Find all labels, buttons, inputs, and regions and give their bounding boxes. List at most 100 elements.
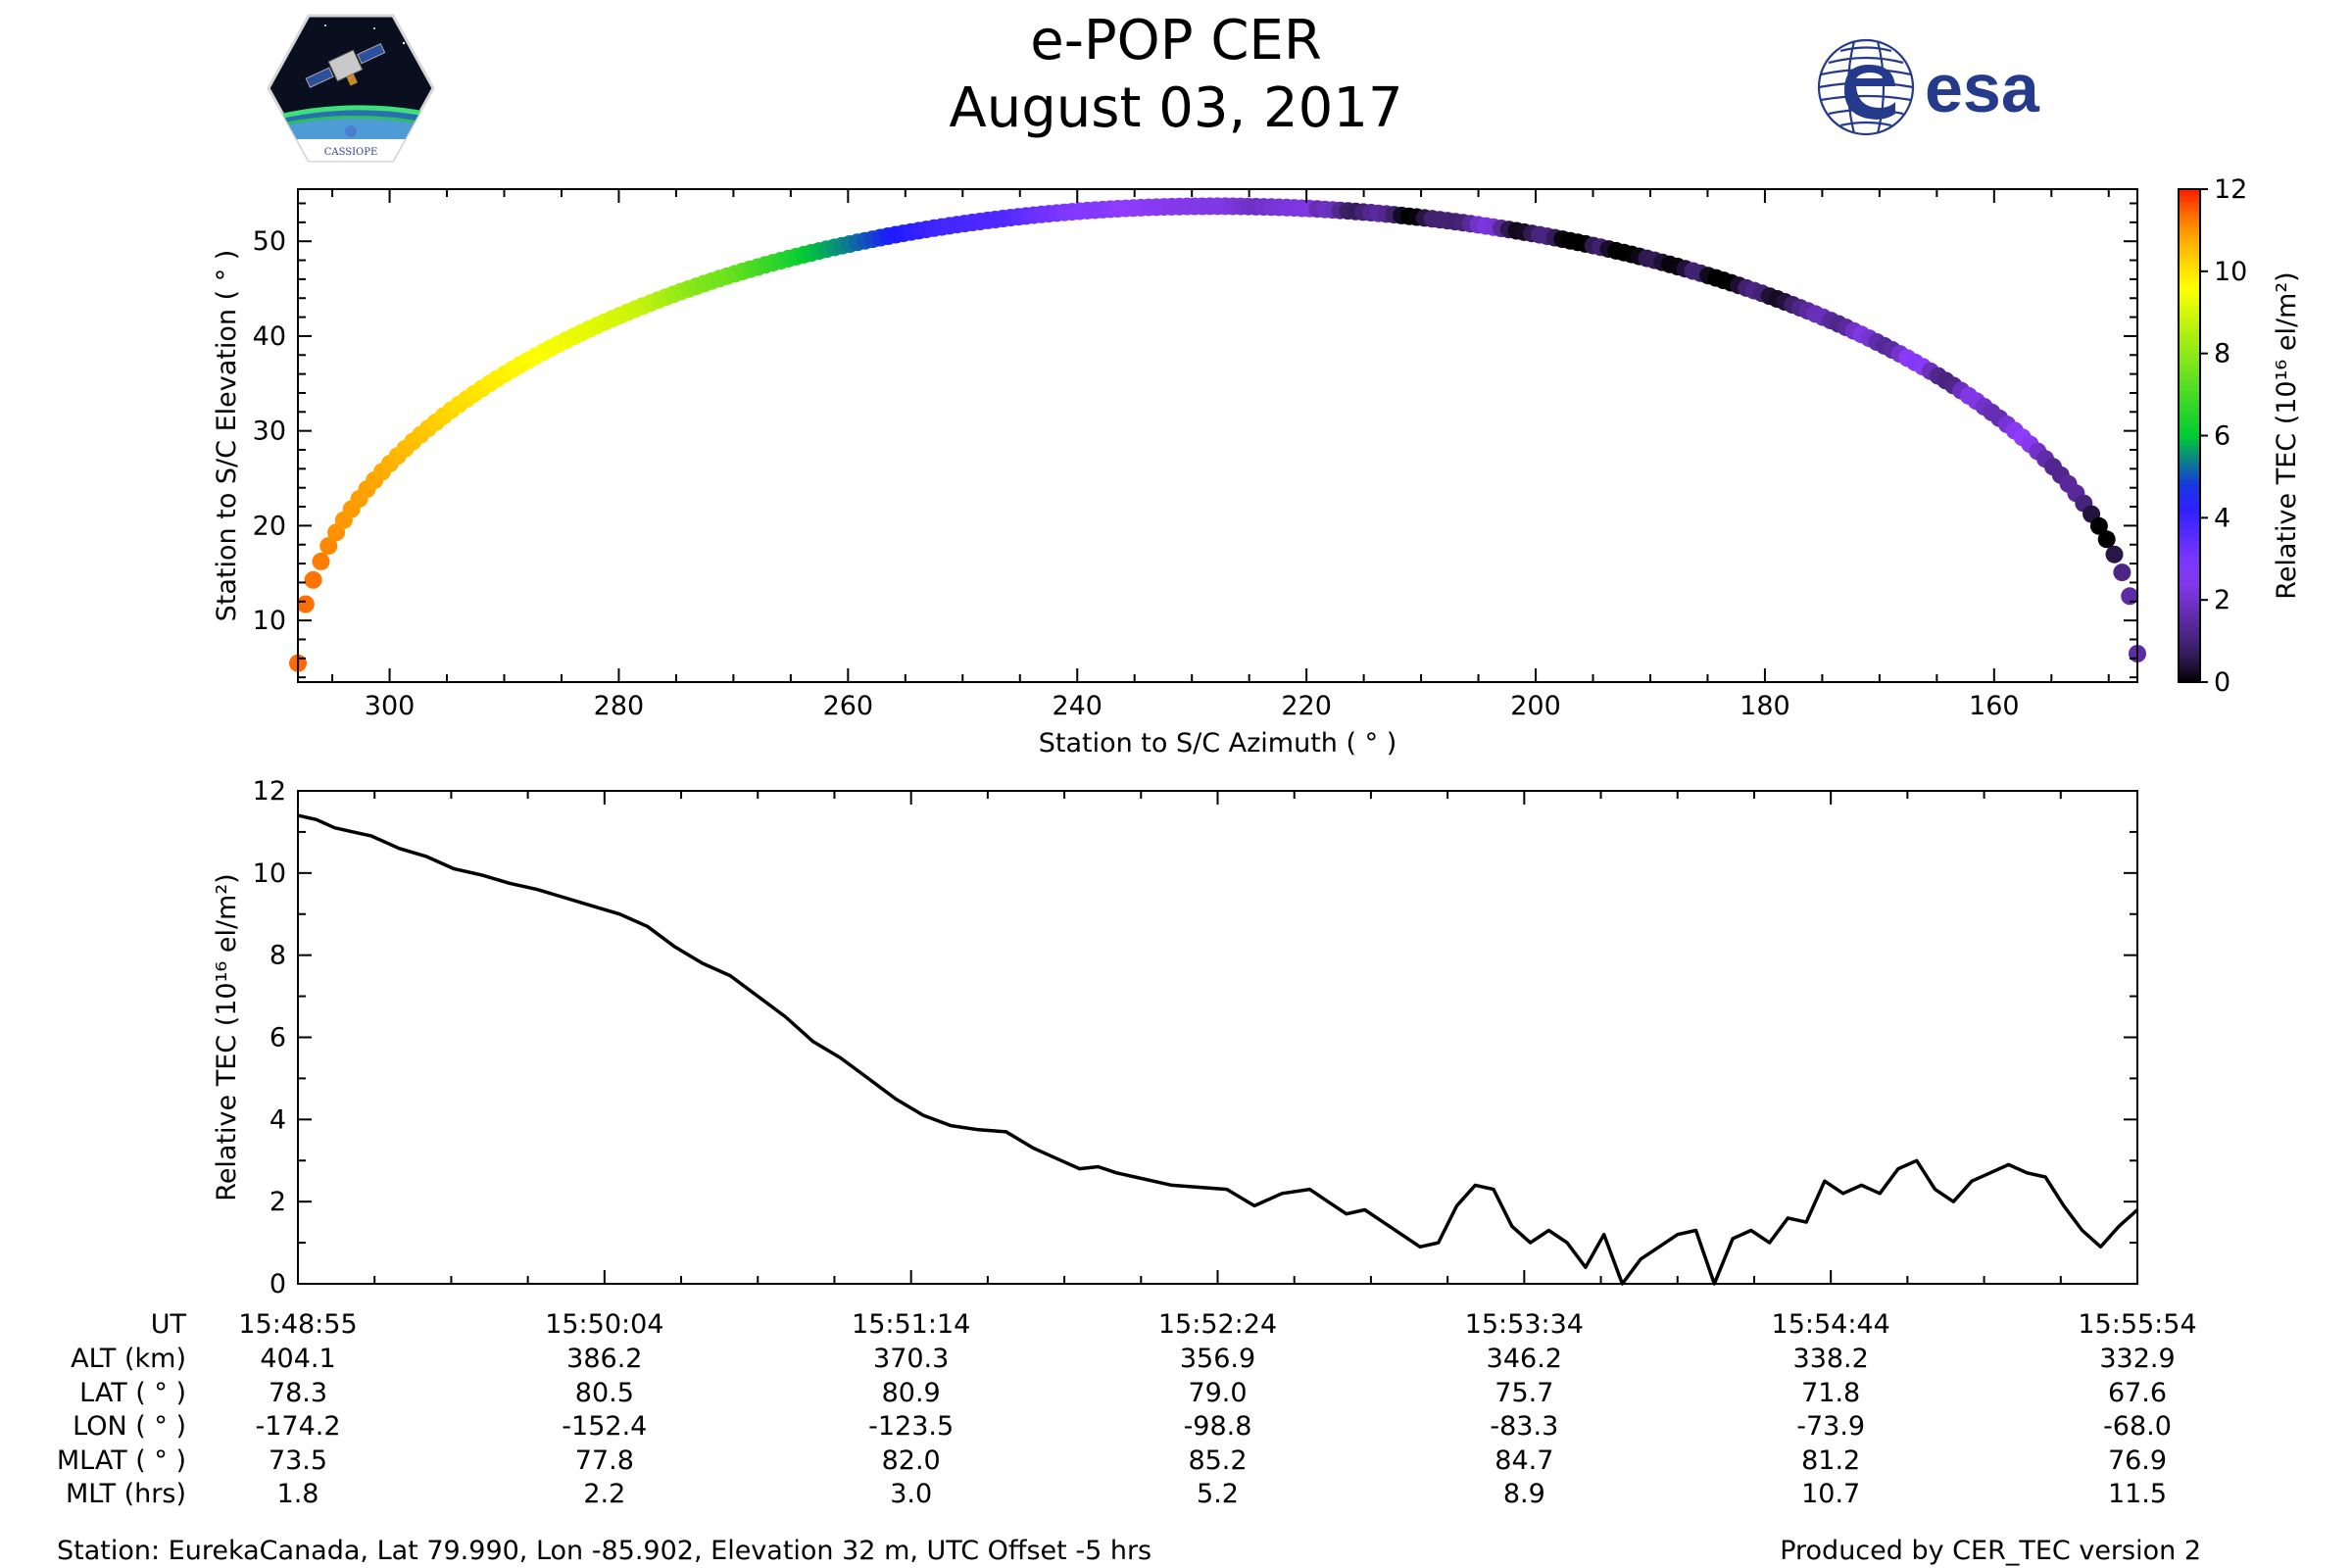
esa-globe-icon [1817,38,1915,136]
x-tick-label: 220 [1281,691,1332,721]
colorbar-tick-label: 0 [2214,667,2230,698]
y-tick-label: 6 [270,1023,286,1054]
ut-time-label: 15:53:34 [1465,1309,1584,1340]
ephemeris-value: 346.2 [1487,1344,1562,1374]
track-point [2097,530,2116,549]
ephemeris-value: 80.9 [882,1378,941,1408]
ut-time-label: 15:52:24 [1158,1309,1277,1340]
colorbar-tick-label: 10 [2214,257,2247,287]
y-tick-label: 50 [253,226,286,257]
station-info: Station: EurekaCanada, Lat 79.990, Lon -… [57,1536,1152,1566]
cassiope-logo: CASSIOPE [267,14,435,163]
ephemeris-row-label: UT [151,1309,187,1340]
colorbar-tick-label: 4 [2214,503,2230,533]
colorbar [2178,188,2201,683]
y-tick-label: 40 [253,321,286,352]
esa-logo-text: esa [1925,50,2040,126]
ephemeris-value: -73.9 [1796,1411,1865,1442]
ut-time-label: 15:50:04 [545,1309,663,1340]
x-tick-label: 280 [594,691,645,721]
ephemeris-value: 84.7 [1494,1446,1553,1476]
x-axis-label: Station to S/C Azimuth ( ° ) [1039,728,1397,759]
ut-time-label: 15:55:54 [2078,1309,2196,1340]
ephemeris-value: 80.5 [575,1378,634,1408]
ephemeris-value: -152.4 [562,1411,647,1442]
y-tick-label: 2 [270,1187,286,1217]
ephemeris-row-label: MLAT ( ° ) [57,1446,186,1476]
y-tick-label: 0 [270,1269,286,1299]
ephemeris-value: 356.9 [1180,1344,1255,1374]
colorbar-tick-label: 2 [2214,585,2230,615]
ephemeris-row-label: ALT (km) [71,1344,186,1374]
x-tick-label: 180 [1740,691,1790,721]
scatter-plot-frame [297,188,2138,683]
y-tick-label: 4 [270,1104,286,1135]
ephemeris-value: 5.2 [1197,1479,1239,1509]
track-point [2089,516,2108,535]
x-tick-label: 260 [823,691,874,721]
ut-time-label: 15:54:44 [1772,1309,1890,1340]
ephemeris-value: 85.2 [1188,1446,1247,1476]
ephemeris-value: -68.0 [2103,1411,2172,1442]
x-tick-label: 200 [1510,691,1561,721]
ephemeris-row-label: MLT (hrs) [66,1479,186,1509]
track-point [2105,545,2124,564]
track-point [312,552,330,570]
ephemeris-row-label: LON ( ° ) [73,1411,186,1442]
chart-date: August 03, 2017 [949,76,1403,140]
ephemeris-value: 1.8 [277,1479,319,1509]
ephemeris-row-label: LAT ( ° ) [79,1378,186,1408]
line-plot-frame [297,790,2138,1285]
ephemeris-value: 77.8 [575,1446,634,1476]
ephemeris-value: 82.0 [882,1446,941,1476]
colorbar-label: Relative TEC (10¹⁶ el/m²) [2272,271,2302,599]
ephemeris-value: 73.5 [269,1446,327,1476]
ephemeris-value: -123.5 [868,1411,954,1442]
ephemeris-value: -174.2 [255,1411,340,1442]
y-tick-label: 30 [253,416,286,447]
ephemeris-value: 386.2 [566,1344,642,1374]
cassiope-logo-text: CASSIOPE [324,147,378,158]
ephemeris-value: 76.9 [2108,1446,2167,1476]
y-tick-label: 10 [253,858,286,889]
y-tick-label: 12 [253,776,286,807]
ephemeris-value: 78.3 [269,1378,327,1408]
x-tick-label: 240 [1052,691,1102,721]
ut-time-label: 15:48:55 [238,1309,357,1340]
y-axis-label: Relative TEC (10¹⁶ el/m²) [212,873,242,1200]
x-tick-label: 300 [365,691,416,721]
ephemeris-value: 332.9 [2099,1344,2175,1374]
track-point [2113,564,2132,582]
ephemeris-value: 79.0 [1188,1378,1247,1408]
x-tick-label: 160 [1969,691,2020,721]
track-point [296,595,315,613]
colorbar-tick-label: 6 [2214,421,2230,452]
tec-line [297,813,2139,1286]
y-tick-label: 8 [270,941,286,971]
y-tick-label: 10 [253,606,286,636]
colorbar-tick-label: 8 [2214,339,2230,369]
esa-logo: esa [1817,38,2040,136]
chart-title: e-POP CER [1030,9,1322,73]
ephemeris-value: 2.2 [583,1479,625,1509]
ephemeris-value: 81.2 [1801,1446,1860,1476]
track-point [304,570,322,589]
ephemeris-value: 71.8 [1801,1378,1860,1408]
colorbar-tick-label: 12 [2214,174,2247,205]
ephemeris-value: -83.3 [1490,1411,1558,1442]
ephemeris-value: 404.1 [260,1344,335,1374]
ephemeris-value: -98.8 [1184,1411,1252,1442]
ephemeris-value: 338.2 [1793,1344,1869,1374]
ephemeris-value: 3.0 [890,1479,932,1509]
ephemeris-value: 370.3 [873,1344,949,1374]
ephemeris-value: 8.9 [1503,1479,1545,1509]
ephemeris-value: 10.7 [1801,1479,1860,1509]
track-point [319,537,338,556]
producer-info: Produced by CER_TEC version 2 [1780,1536,2201,1566]
ephemeris-value: 75.7 [1494,1378,1553,1408]
ut-time-label: 15:51:14 [852,1309,970,1340]
ephemeris-value: 11.5 [2108,1479,2167,1509]
y-tick-label: 20 [253,511,286,541]
ephemeris-value: 67.6 [2108,1378,2167,1408]
